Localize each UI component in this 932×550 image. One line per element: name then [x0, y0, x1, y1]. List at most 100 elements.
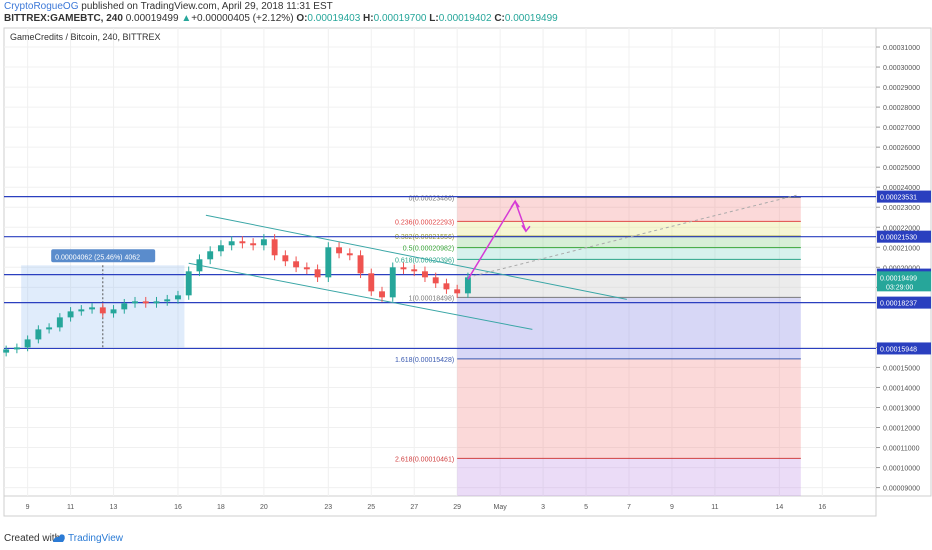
candle-body: [207, 251, 214, 260]
candle-body: [175, 295, 181, 300]
candle-body: [142, 301, 149, 304]
candle-body: [164, 299, 171, 302]
level-price-tag: [877, 296, 931, 309]
candle-body: [325, 247, 332, 278]
high-value: 0.00019700: [373, 13, 427, 24]
candle-body: [132, 301, 138, 304]
y-tick-label: 0.00013000: [883, 405, 920, 412]
x-tick-label: 11: [67, 504, 74, 511]
y-tick-label: 0.00023000: [883, 205, 920, 212]
x-tick-label: 11: [711, 504, 718, 511]
y-tick-label: 0.00011000: [883, 446, 920, 453]
y-tick-label: 0.00024000: [883, 185, 920, 192]
x-tick-label: 20: [260, 504, 268, 511]
tradingview-logo-icon: [53, 534, 65, 542]
candle-body: [411, 269, 418, 272]
y-tick-label: 0.00022000: [883, 225, 920, 232]
candle-body: [432, 277, 439, 284]
candle-body: [250, 243, 257, 246]
open-value: 0.00019403: [307, 13, 361, 24]
x-tick-label: 16: [818, 504, 826, 511]
x-tick-label: 23: [324, 504, 332, 511]
y-tick-label: 0.00021000: [883, 245, 920, 252]
chart-area[interactable]: 0.00031000 0.00030000 0.00029000 0.00028000…: [0, 26, 932, 524]
fib-zone: [457, 259, 801, 298]
level-price-label: 0.00015948: [880, 346, 917, 353]
chart-title: GameCredits / Bitcoin, 240, BITTREX: [10, 32, 161, 42]
x-tick-label: 14: [775, 504, 783, 511]
fib-level-label: 0.618(0.00020396): [395, 257, 454, 264]
candle-body: [46, 327, 53, 330]
candle-body: [271, 239, 278, 256]
last-price-label: 0.00019499: [880, 275, 917, 282]
candle-body: [110, 309, 117, 314]
candle-body: [464, 277, 471, 294]
price-change: +0.00000405 (+2.12%): [191, 13, 294, 24]
candle-body: [260, 239, 267, 246]
fib-zone: [457, 458, 801, 496]
fib-zone: [457, 358, 801, 459]
y-tick-label: 0.00028000: [883, 105, 920, 112]
fib-level-label: 0.382(0.00021556): [395, 234, 454, 241]
candle-body: [368, 273, 375, 292]
candle-body: [443, 283, 450, 290]
low-label: L:: [429, 13, 439, 24]
fib-level-label: 1(0.00018498): [409, 295, 455, 302]
x-tick-label: 29: [453, 504, 461, 511]
level-price-tag: [877, 230, 931, 243]
footer: Created with TradingView: [0, 528, 932, 550]
candle-body: [3, 349, 10, 353]
y-tick-label: 0.00015000: [883, 365, 920, 372]
candle-body: [89, 307, 96, 310]
fib-zone: [457, 247, 801, 260]
tradingview-brand[interactable]: TradingView: [68, 533, 124, 544]
channel-line-upper: [205, 214, 627, 300]
candle-body: [35, 329, 42, 340]
candle-body: [389, 267, 396, 298]
chart-header: CryptoRogueOG published on TradingView.c…: [0, 0, 932, 26]
channel-line-lower: [188, 262, 533, 330]
candle-body: [56, 317, 63, 328]
candle-body: [454, 289, 461, 294]
x-tick-label: 9: [670, 504, 674, 511]
candle-body: [228, 241, 235, 246]
price-axis: [875, 27, 932, 497]
x-tick-label: 3: [541, 504, 545, 511]
candle-body: [239, 241, 246, 244]
y-tick-label: 0.00029000: [883, 85, 920, 92]
level-price-tag: [877, 190, 931, 203]
x-tick-label: 25: [367, 504, 375, 511]
candle-body: [185, 271, 192, 296]
high-label: H:: [363, 13, 374, 24]
x-tick-label: 9: [26, 504, 30, 511]
fib-level-label: 0.236(0.00022293): [395, 219, 454, 226]
candle-body: [303, 267, 310, 270]
author-link[interactable]: CryptoRogueOG: [4, 1, 79, 12]
level-price-label: 0.00023531: [880, 195, 917, 202]
x-tick-label: May: [494, 504, 508, 511]
candle-body: [196, 259, 203, 272]
measure-label: 0.00004062 (25.46%) 4062: [55, 254, 140, 261]
fib-zone: [457, 221, 801, 237]
fib-level-label: 0(0.00023486): [409, 195, 455, 202]
price-chart[interactable]: 0.00031000 0.00030000 0.00029000 0.00028000…: [0, 26, 932, 524]
y-tick-label: 0.00027000: [883, 125, 920, 132]
symbol-line: BITTREX:GAMEBTC, 240 0.00019499 ▲+0.0000…: [4, 13, 558, 25]
candle-body: [67, 311, 74, 318]
candle-body: [314, 269, 321, 278]
x-tick-label: 27: [410, 504, 418, 511]
x-tick-label: 5: [584, 504, 588, 511]
projection-line: [467, 194, 797, 278]
fib-zone: [457, 236, 801, 248]
x-tick-label: 7: [627, 504, 631, 511]
x-tick-label: 13: [110, 504, 118, 511]
y-tick-label: 0.00009000: [883, 486, 920, 493]
y-tick-label: 0.00012000: [883, 426, 920, 433]
candle-body: [293, 261, 300, 268]
y-tick-label: 0.00030000: [883, 65, 920, 72]
forecast-peak-arrowhead: [510, 199, 520, 208]
candle-body: [336, 247, 343, 254]
y-tick-label: 0.00025000: [883, 165, 920, 172]
level-price-label: 0.00018237: [880, 301, 917, 308]
candle-body: [99, 307, 106, 314]
